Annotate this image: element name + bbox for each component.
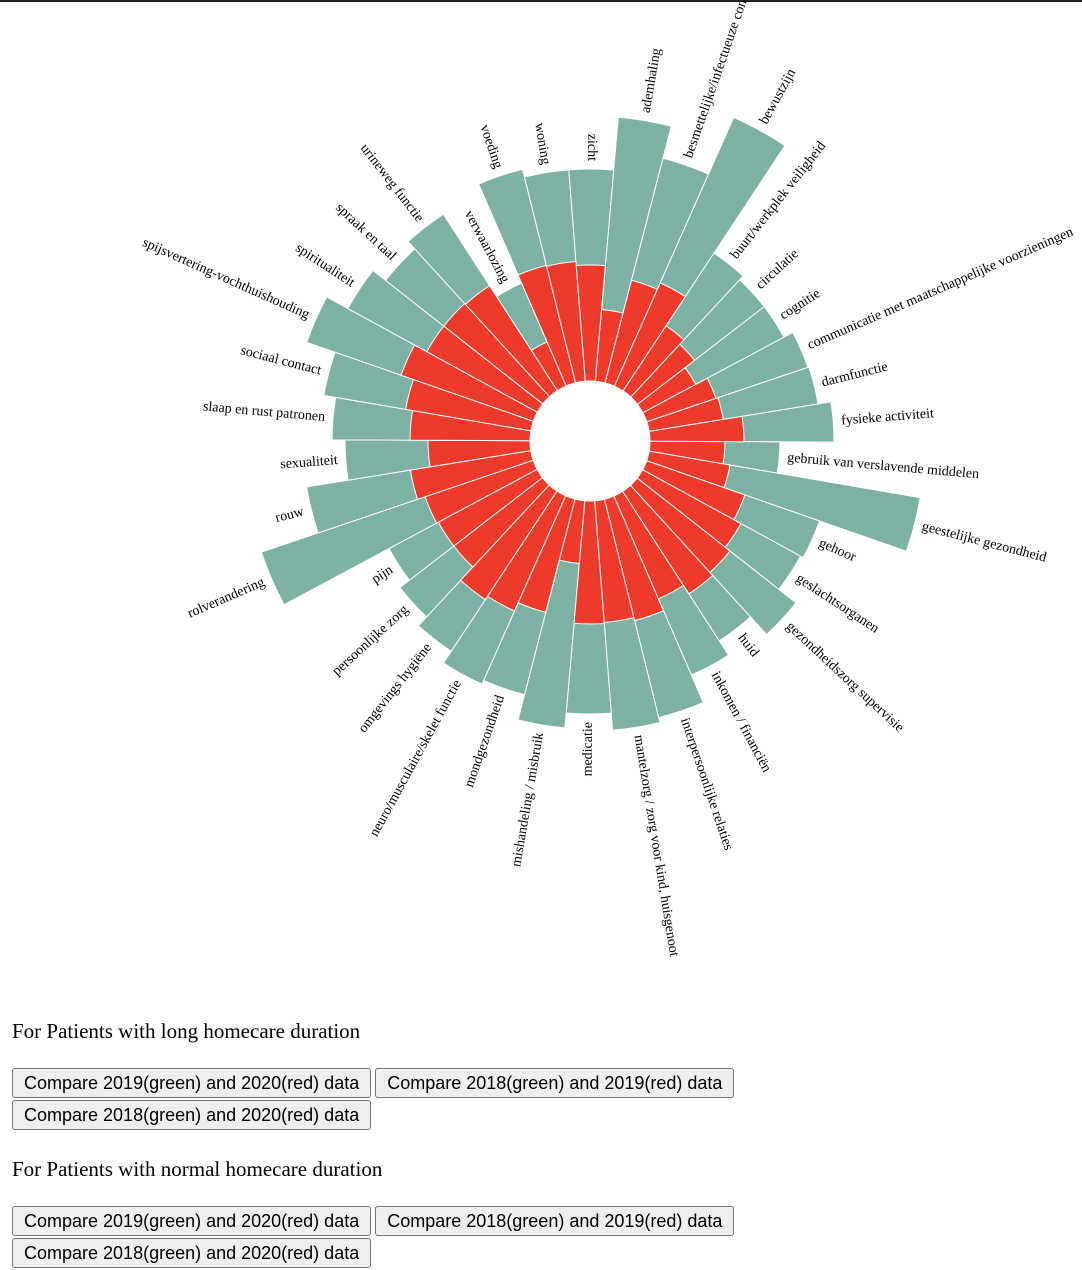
category-label: pijn (369, 563, 395, 587)
red-bar (622, 325, 685, 398)
long-duration-section: For Patients with long homecare duration… (12, 1018, 1072, 1132)
category-label: gebruik van verslavende middelen (787, 451, 980, 483)
category-label: geslachtsorganen (793, 571, 882, 636)
category-label: mondgezondheid (462, 693, 508, 789)
category-label: sociaal contact (239, 343, 323, 378)
category-label: huid (734, 631, 761, 660)
red-bar (546, 261, 586, 384)
normal-compare-2019-2020-button[interactable]: Compare 2019(green) and 2020(red) data (12, 1206, 372, 1236)
category-label: mishandeling / misbruik (509, 731, 547, 868)
category-label: darmfunctie (820, 360, 889, 391)
red-bar (603, 495, 665, 622)
category-label: voeding (476, 123, 505, 171)
chart-plot-area: ademhaling besmettelijke/infectueuze cond… (140, 0, 1076, 958)
category-label: persoonlijke zorg (330, 602, 412, 679)
category-label: fysieke activiteit (841, 406, 935, 428)
category-label: rouw (274, 504, 306, 526)
category-label: omgevings hygiëne (356, 641, 435, 736)
category-label: woning (531, 122, 553, 166)
category-label: bewustzijn (757, 66, 799, 126)
long-duration-buttons: Compare 2019(green) and 2020(red) data Co… (12, 1068, 832, 1132)
category-label: slaap en rust patronen (202, 399, 325, 425)
category-label: interpersoonlijke relaties (677, 716, 736, 852)
long-compare-2018-2020-button[interactable]: Compare 2018(green) and 2020(red) data (12, 1100, 372, 1130)
red-bar (573, 500, 605, 625)
category-label: medicatie (581, 722, 596, 776)
normal-duration-buttons: Compare 2019(green) and 2020(red) data Co… (12, 1206, 832, 1270)
long-duration-title: For Patients with long homecare duration (12, 1019, 361, 1043)
category-label: urineweg functie (357, 141, 427, 225)
category-label: gehoor (816, 536, 858, 566)
red-bar (464, 284, 559, 398)
radial-bar-chart: ademhaling besmettelijke/infectueuze cond… (140, 0, 1076, 958)
normal-duration-section: For Patients with normal homecare durati… (12, 1156, 1072, 1270)
red-bar (613, 282, 686, 392)
category-label: communicatie met maatschappelijke voorzi… (805, 225, 1075, 353)
category-label: sexualiteit (280, 453, 339, 472)
category-label: geestelijke gezondheid (920, 519, 1048, 565)
category-label: ademhaling (639, 47, 665, 114)
category-label: zicht (584, 134, 599, 161)
category-label: gezondheidszorg supervisie (783, 619, 907, 735)
category-label: inkomen / financiën (708, 669, 774, 775)
red-bar (443, 302, 551, 405)
red-bar (575, 264, 606, 382)
category-label: circulatie (753, 247, 802, 293)
red-bar (517, 264, 577, 387)
red-bar (621, 484, 714, 595)
red-bar (459, 484, 558, 601)
red-bar (630, 343, 696, 406)
category-label: rolverandering (186, 575, 268, 622)
category-label: spraak en taal (332, 200, 399, 263)
category-label: spijsvertering-vochthuishouding (140, 235, 312, 322)
red-bar (648, 415, 745, 443)
red-bar (400, 344, 539, 422)
category-label: mantelzorg / zorg voor kind, huisgenoot (631, 734, 682, 958)
normal-compare-2018-2019-button[interactable]: Compare 2018(green) and 2019(red) data (375, 1206, 735, 1236)
long-compare-2018-2019-button[interactable]: Compare 2018(green) and 2019(red) data (375, 1068, 735, 1098)
normal-compare-2018-2020-button[interactable]: Compare 2018(green) and 2020(red) data (12, 1238, 372, 1268)
normal-duration-title: For Patients with normal homecare durati… (12, 1157, 383, 1181)
long-compare-2019-2020-button[interactable]: Compare 2019(green) and 2020(red) data (12, 1068, 372, 1098)
top-border (0, 0, 1082, 2)
category-label: spiritualiteit (293, 241, 358, 291)
red-bar (409, 450, 534, 500)
category-label: cognitie (777, 286, 823, 323)
